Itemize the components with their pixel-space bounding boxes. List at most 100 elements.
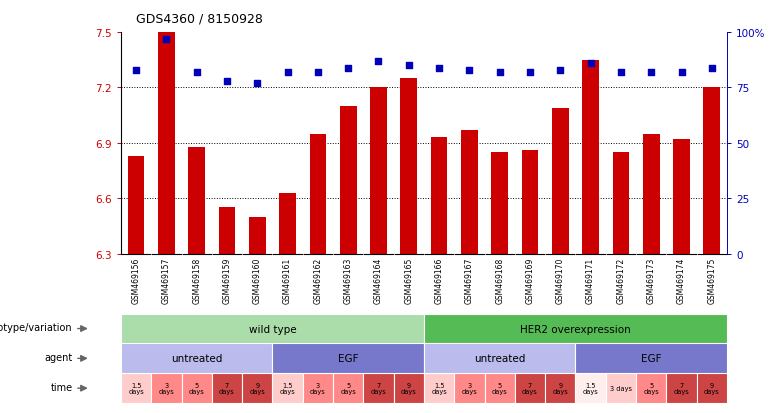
Text: time: time: [51, 382, 73, 392]
Bar: [310, 134, 326, 254]
Point: [554, 67, 566, 74]
Point: [584, 61, 597, 67]
Text: 7
days: 7 days: [219, 382, 235, 394]
Bar: [279, 193, 296, 254]
Bar: [454, 373, 484, 403]
Text: 1.5
days: 1.5 days: [583, 382, 598, 394]
Text: GDS4360 / 8150928: GDS4360 / 8150928: [136, 12, 264, 25]
Text: 7
days: 7 days: [522, 382, 538, 394]
Text: 7
days: 7 days: [674, 382, 690, 394]
Text: GSM469161: GSM469161: [283, 257, 292, 303]
Text: 9
days: 9 days: [704, 382, 720, 394]
Text: 5
days: 5 days: [189, 382, 204, 394]
Text: 5
days: 5 days: [340, 382, 356, 394]
Text: GSM469168: GSM469168: [495, 257, 504, 303]
Bar: [121, 373, 151, 403]
Text: GSM469156: GSM469156: [132, 257, 140, 303]
Text: wild type: wild type: [249, 324, 296, 334]
Bar: [424, 344, 576, 373]
Bar: [188, 147, 205, 254]
Point: [615, 69, 627, 76]
Text: GSM469172: GSM469172: [616, 257, 626, 303]
Text: GSM469158: GSM469158: [192, 257, 201, 303]
Point: [463, 67, 476, 74]
Text: 5
days: 5 days: [492, 382, 508, 394]
Bar: [545, 373, 576, 403]
Point: [645, 69, 658, 76]
Bar: [400, 79, 417, 254]
Bar: [582, 61, 599, 254]
Text: 9
days: 9 days: [552, 382, 568, 394]
Bar: [636, 373, 666, 403]
Text: GSM469159: GSM469159: [222, 257, 232, 303]
Bar: [272, 344, 424, 373]
Point: [494, 69, 506, 76]
Bar: [643, 134, 660, 254]
Bar: [666, 373, 697, 403]
Bar: [491, 153, 508, 254]
Text: GSM469160: GSM469160: [253, 257, 262, 303]
Bar: [515, 373, 545, 403]
Text: untreated: untreated: [171, 354, 222, 363]
Bar: [431, 138, 448, 254]
Text: GSM469162: GSM469162: [314, 257, 322, 303]
Bar: [182, 373, 212, 403]
Bar: [704, 88, 720, 254]
Text: 9
days: 9 days: [401, 382, 417, 394]
Bar: [606, 373, 636, 403]
Bar: [303, 373, 333, 403]
Bar: [249, 217, 266, 254]
Bar: [333, 373, 363, 403]
Text: GSM469157: GSM469157: [162, 257, 171, 303]
Bar: [484, 373, 515, 403]
Point: [190, 69, 203, 76]
Bar: [424, 314, 727, 344]
Point: [251, 81, 264, 87]
Text: GSM469163: GSM469163: [344, 257, 353, 303]
Bar: [340, 107, 356, 254]
Point: [433, 65, 445, 72]
Text: 3
days: 3 days: [310, 382, 326, 394]
Text: GSM469164: GSM469164: [374, 257, 383, 303]
Text: untreated: untreated: [474, 354, 526, 363]
Text: HER2 overexpression: HER2 overexpression: [520, 324, 631, 334]
Text: EGF: EGF: [641, 354, 661, 363]
Text: GSM469174: GSM469174: [677, 257, 686, 303]
Point: [312, 69, 324, 76]
Point: [129, 67, 142, 74]
Bar: [242, 373, 272, 403]
Text: genotype/variation: genotype/variation: [0, 322, 73, 332]
Bar: [673, 140, 690, 254]
Text: GSM469173: GSM469173: [647, 257, 656, 303]
Text: 1.5
days: 1.5 days: [431, 382, 447, 394]
Text: GSM469165: GSM469165: [404, 257, 413, 303]
Bar: [158, 33, 175, 254]
Text: 1.5
days: 1.5 days: [280, 382, 296, 394]
Text: 9
days: 9 days: [250, 382, 265, 394]
Text: agent: agent: [44, 352, 73, 362]
Bar: [128, 157, 144, 254]
Bar: [121, 314, 424, 344]
Bar: [424, 373, 454, 403]
Text: 7
days: 7 days: [370, 382, 386, 394]
Text: GSM469166: GSM469166: [434, 257, 444, 303]
Text: 3
days: 3 days: [158, 382, 174, 394]
Bar: [576, 344, 727, 373]
Text: GSM469175: GSM469175: [707, 257, 716, 303]
Bar: [394, 373, 424, 403]
Text: GSM469167: GSM469167: [465, 257, 474, 303]
Point: [372, 59, 385, 65]
Point: [221, 78, 233, 85]
Bar: [363, 373, 394, 403]
Bar: [218, 208, 236, 254]
Bar: [576, 373, 606, 403]
Bar: [151, 373, 182, 403]
Point: [402, 63, 415, 69]
Point: [523, 69, 536, 76]
Bar: [522, 151, 538, 254]
Bar: [212, 373, 242, 403]
Text: 1.5
days: 1.5 days: [128, 382, 144, 394]
Bar: [697, 373, 727, 403]
Bar: [461, 131, 477, 254]
Bar: [272, 373, 303, 403]
